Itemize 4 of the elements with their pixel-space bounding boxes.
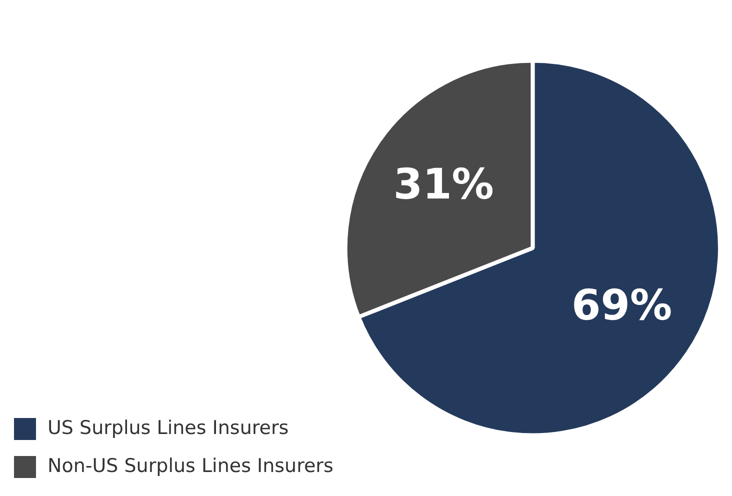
data-label: 31% <box>393 159 494 208</box>
legend-label: Non-US Surplus Lines Insurers <box>48 454 334 477</box>
data-label: 69% <box>572 280 672 330</box>
legend-label: US Surplus Lines Insurers <box>48 416 289 439</box>
